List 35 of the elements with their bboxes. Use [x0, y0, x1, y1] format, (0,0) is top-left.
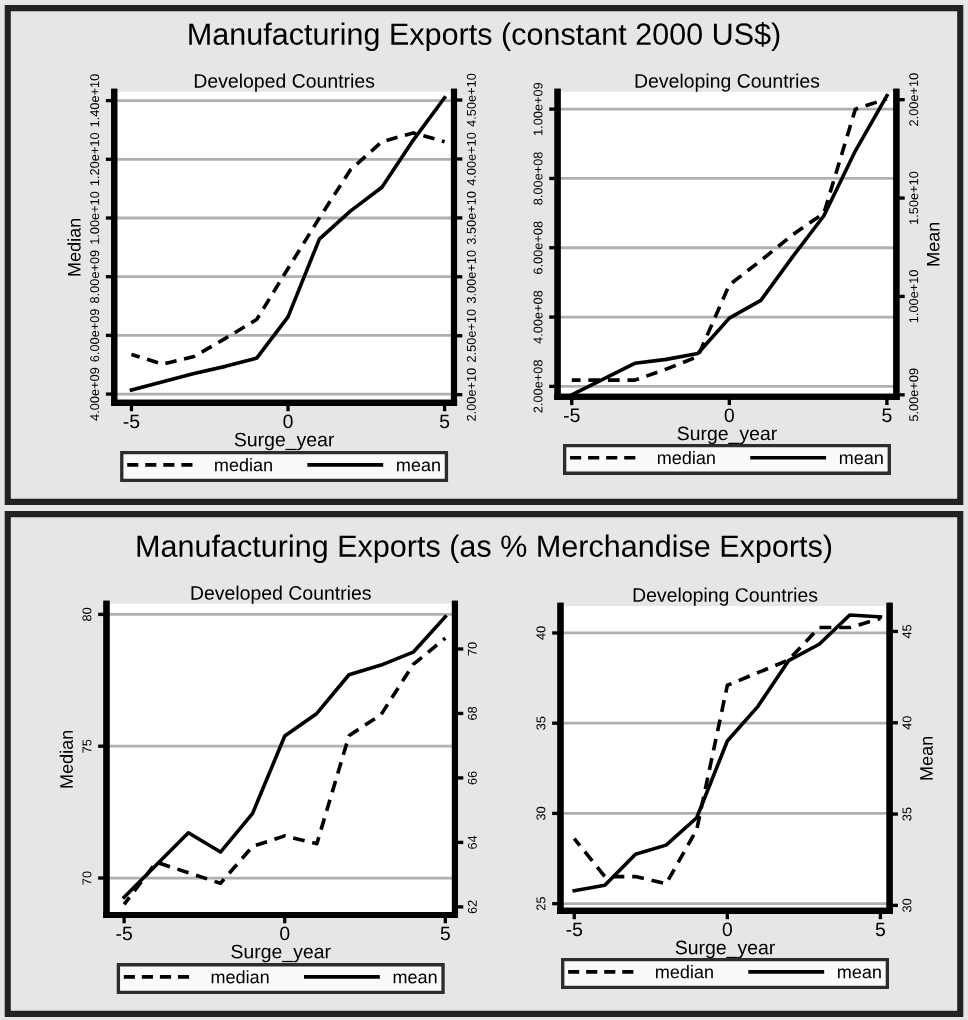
line-series [129, 95, 447, 392]
y2-axis-title: Mean [927, 222, 940, 266]
chart-subtitle: Developing Countries [635, 73, 820, 92]
x-tick-label: 0 [283, 414, 293, 429]
x-tick-label: -5 [563, 408, 580, 423]
legend-label: mean [839, 454, 883, 465]
x-tick-label: 5 [875, 922, 885, 937]
y2-axis-title: Mean [920, 736, 933, 780]
legend-label: median [215, 458, 272, 472]
x-tick-label: 5 [882, 408, 892, 423]
legend-label: mean [393, 973, 437, 984]
x-tick-label: 0 [724, 408, 734, 423]
legend-label: mean [397, 461, 440, 472]
x-axis-title: Surge_year [234, 432, 335, 451]
x-tick-label: 5 [439, 414, 450, 429]
x-tick-label: 0 [722, 922, 732, 937]
chart-subtitle: Developed Countries [191, 585, 371, 604]
x-tick-label: -5 [116, 926, 132, 941]
legend-label: median [657, 450, 715, 465]
chart-subtitle: Developing Countries [633, 587, 818, 606]
y-axis-title: Median [67, 218, 81, 276]
legend-label: median [655, 965, 713, 979]
x-tick-label: 0 [280, 926, 290, 941]
x-axis-title: Surge_year [677, 426, 777, 445]
legend-label: mean [837, 968, 881, 979]
chart-subtitle: Developed Countries [194, 73, 375, 92]
y-axis-title: Median [59, 730, 73, 788]
x-axis-title: Surge_year [231, 944, 331, 963]
x-tick-label: -5 [123, 414, 140, 429]
chart-title: Manufacturing Exports (as % Merchandise Exports) [137, 534, 832, 564]
x-tick-label: -5 [566, 922, 583, 937]
x-axis-title: Surge_year [675, 940, 775, 959]
legend-label: median [211, 970, 269, 984]
chart-title: Manufacturing Exports (constant 2000 US$) [189, 22, 780, 51]
x-tick-label: 5 [440, 926, 450, 941]
